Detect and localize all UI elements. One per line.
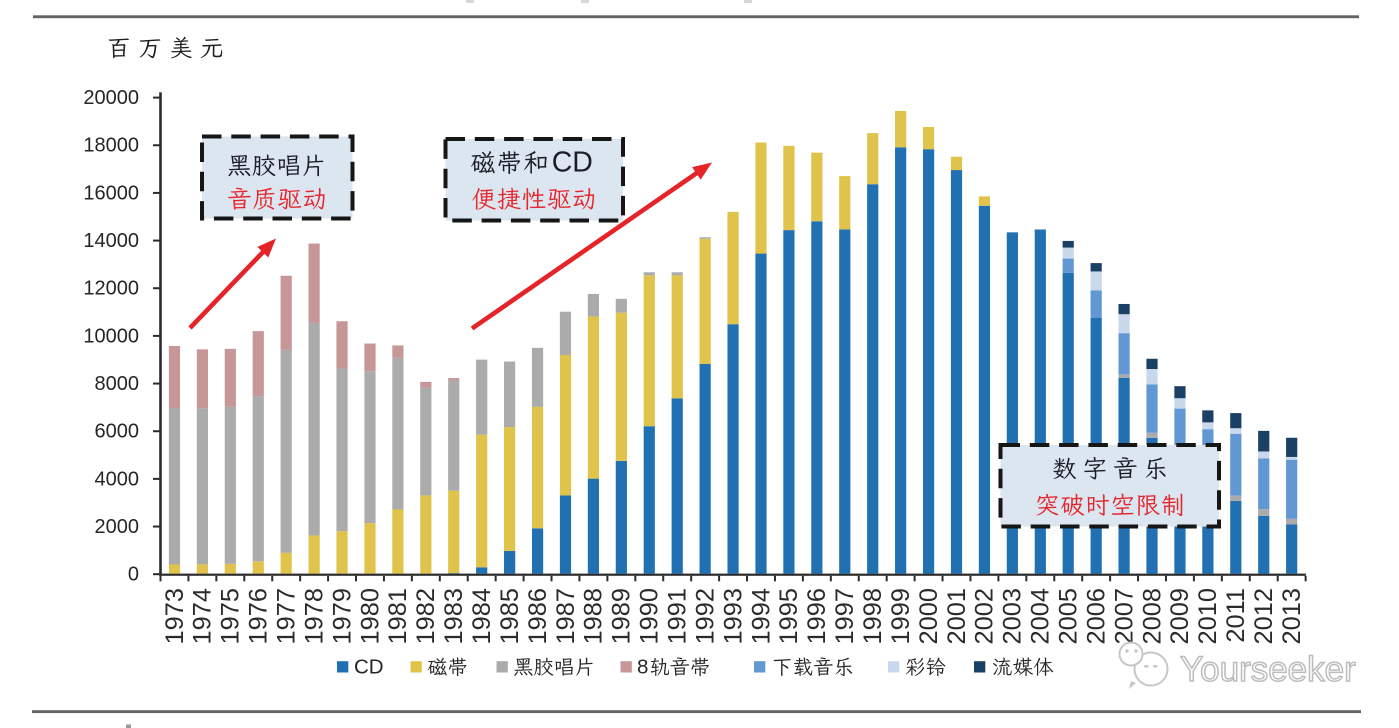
svg-text:1989: 1989: [608, 588, 636, 644]
svg-text:2000: 2000: [95, 516, 140, 538]
svg-text:18000: 18000: [83, 135, 139, 157]
svg-text:1991: 1991: [664, 588, 692, 644]
svg-text:Yourseeker: Yourseeker: [1180, 650, 1356, 689]
svg-text:8: 8: [637, 656, 648, 679]
svg-text:CD: CD: [552, 147, 593, 179]
svg-text:2003: 2003: [999, 588, 1027, 644]
svg-text:1987: 1987: [552, 588, 580, 644]
svg-text:1977: 1977: [272, 588, 300, 644]
svg-text:1985: 1985: [496, 588, 524, 644]
svg-text:1986: 1986: [524, 588, 552, 644]
svg-text:8000: 8000: [95, 373, 140, 395]
svg-text:1982: 1982: [412, 588, 440, 644]
svg-text:1992: 1992: [691, 588, 719, 644]
svg-text:1980: 1980: [356, 588, 384, 644]
svg-text:1988: 1988: [580, 588, 608, 644]
svg-text:1995: 1995: [775, 588, 803, 644]
svg-text:2004: 2004: [1027, 588, 1055, 644]
svg-text:1981: 1981: [384, 588, 412, 644]
svg-text:1999: 1999: [887, 588, 915, 644]
svg-text:1983: 1983: [440, 588, 468, 644]
svg-text:6000: 6000: [95, 421, 140, 443]
svg-text:2012: 2012: [1250, 588, 1278, 644]
svg-text:2013: 2013: [1278, 588, 1306, 644]
svg-text:2011: 2011: [1222, 588, 1250, 643]
svg-text:12000: 12000: [83, 278, 139, 300]
svg-text:2000: 2000: [915, 588, 943, 644]
svg-text:1996: 1996: [803, 588, 831, 644]
svg-text:20000: 20000: [83, 87, 139, 109]
svg-text:1997: 1997: [831, 588, 859, 644]
svg-text:2001: 2001: [943, 588, 971, 644]
svg-text:4000: 4000: [95, 468, 140, 490]
svg-text:2010: 2010: [1194, 588, 1222, 644]
svg-text:0: 0: [128, 564, 139, 586]
svg-text:2005: 2005: [1055, 588, 1083, 644]
svg-text:1974: 1974: [189, 588, 217, 644]
svg-text:2002: 2002: [971, 588, 999, 644]
svg-text:CD: CD: [354, 656, 384, 679]
svg-text:14000: 14000: [83, 230, 139, 252]
svg-text:2008: 2008: [1138, 588, 1166, 644]
svg-text:1976: 1976: [245, 588, 273, 644]
svg-text:10000: 10000: [83, 325, 139, 347]
svg-text:2007: 2007: [1110, 588, 1138, 644]
svg-text:2006: 2006: [1082, 588, 1110, 644]
svg-text:1998: 1998: [859, 588, 887, 644]
svg-text:1975: 1975: [217, 588, 245, 644]
svg-text:1990: 1990: [636, 588, 664, 644]
svg-text:2009: 2009: [1166, 588, 1194, 644]
svg-text:1973: 1973: [161, 588, 189, 644]
svg-text:1979: 1979: [328, 588, 356, 644]
svg-text:1984: 1984: [468, 588, 496, 644]
svg-text:1993: 1993: [719, 588, 747, 644]
svg-text:16000: 16000: [83, 182, 139, 204]
svg-text:1994: 1994: [747, 588, 775, 644]
svg-text:1978: 1978: [300, 588, 328, 644]
